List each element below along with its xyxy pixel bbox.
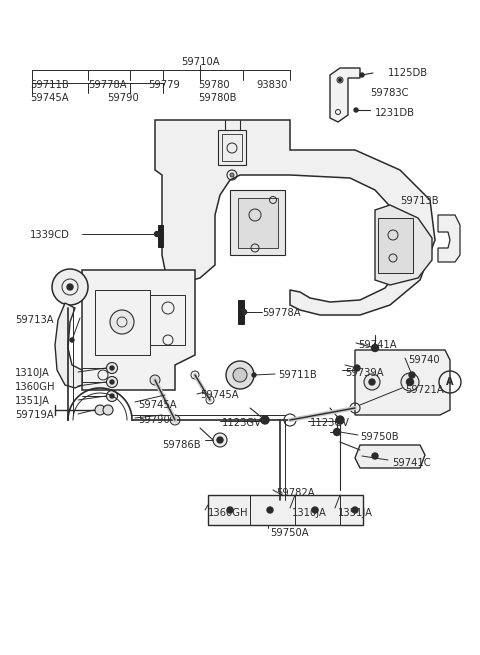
Bar — [230, 190, 285, 255]
Circle shape — [354, 365, 360, 371]
Polygon shape — [355, 445, 425, 468]
Circle shape — [354, 108, 358, 112]
Circle shape — [336, 416, 344, 424]
Circle shape — [241, 310, 247, 314]
Circle shape — [67, 284, 73, 290]
Text: 59745A: 59745A — [138, 400, 177, 410]
Text: 59711B: 59711B — [30, 80, 69, 90]
Circle shape — [110, 394, 114, 398]
Text: 59780B: 59780B — [198, 93, 237, 103]
Circle shape — [372, 345, 379, 352]
Circle shape — [103, 405, 113, 415]
Polygon shape — [438, 215, 460, 262]
Circle shape — [110, 380, 114, 384]
Text: 59711B: 59711B — [278, 370, 317, 380]
Circle shape — [352, 507, 358, 513]
Text: 59745A: 59745A — [200, 390, 239, 400]
Circle shape — [369, 379, 375, 385]
Text: 1339CD: 1339CD — [30, 230, 70, 240]
Circle shape — [110, 366, 114, 370]
Circle shape — [267, 507, 273, 513]
Text: 59740: 59740 — [408, 355, 440, 365]
Text: 59719A: 59719A — [15, 410, 54, 420]
Circle shape — [312, 507, 318, 513]
Circle shape — [107, 362, 118, 373]
Text: 59790: 59790 — [107, 93, 139, 103]
Text: 1360GH: 1360GH — [15, 382, 56, 392]
Polygon shape — [82, 270, 195, 390]
Polygon shape — [155, 120, 435, 315]
Bar — [378, 218, 413, 273]
Bar — [150, 295, 185, 345]
Text: 59778A: 59778A — [88, 80, 127, 90]
Circle shape — [95, 405, 105, 415]
Text: 59750A: 59750A — [270, 528, 309, 538]
Text: 59721A: 59721A — [405, 385, 444, 395]
Circle shape — [110, 310, 134, 334]
Text: 59786B: 59786B — [162, 440, 201, 450]
Text: 1351JA: 1351JA — [338, 508, 373, 518]
Circle shape — [213, 433, 227, 447]
Text: 59710A: 59710A — [180, 57, 219, 67]
Text: 1360GH: 1360GH — [208, 508, 249, 518]
Text: 59790: 59790 — [138, 415, 170, 425]
Polygon shape — [375, 205, 432, 285]
Text: 1310JA: 1310JA — [15, 368, 50, 378]
Circle shape — [150, 375, 160, 385]
Circle shape — [407, 379, 413, 386]
Text: 59713B: 59713B — [400, 196, 439, 206]
Text: 59783C: 59783C — [370, 88, 408, 98]
Text: 59750B: 59750B — [360, 432, 398, 442]
Text: 1351JA: 1351JA — [15, 396, 50, 406]
Text: 93830: 93830 — [256, 80, 288, 90]
Text: 59779: 59779 — [148, 80, 180, 90]
Circle shape — [334, 428, 340, 436]
Circle shape — [155, 231, 159, 236]
Bar — [218, 130, 246, 165]
Text: 1123GV: 1123GV — [222, 418, 262, 428]
Bar — [95, 290, 150, 355]
Circle shape — [226, 361, 254, 389]
Text: 1310JA: 1310JA — [292, 508, 327, 518]
Circle shape — [338, 79, 341, 81]
Text: 59741C: 59741C — [392, 458, 431, 468]
Circle shape — [170, 415, 180, 425]
Bar — [158, 225, 163, 247]
Circle shape — [230, 173, 234, 177]
Text: 1125DB: 1125DB — [388, 68, 428, 78]
Bar — [238, 300, 244, 324]
Circle shape — [409, 372, 415, 378]
Circle shape — [217, 437, 223, 443]
Circle shape — [252, 373, 256, 377]
Circle shape — [107, 377, 118, 388]
Text: 59739A: 59739A — [345, 368, 384, 378]
Text: 1231DB: 1231DB — [375, 108, 415, 118]
Circle shape — [372, 453, 378, 459]
Circle shape — [233, 368, 247, 382]
Text: 59778A: 59778A — [262, 308, 300, 318]
Text: 59782A: 59782A — [276, 488, 314, 498]
Text: 59745A: 59745A — [30, 93, 69, 103]
Circle shape — [70, 338, 74, 342]
Circle shape — [261, 416, 269, 424]
Polygon shape — [330, 68, 360, 122]
Polygon shape — [355, 350, 450, 415]
Circle shape — [107, 390, 118, 402]
Bar — [208, 495, 363, 525]
Text: 59713A: 59713A — [15, 315, 54, 325]
Circle shape — [401, 373, 419, 391]
Text: A: A — [446, 377, 454, 387]
Text: 1123GV: 1123GV — [310, 418, 350, 428]
Text: 59741A: 59741A — [358, 340, 396, 350]
Circle shape — [360, 73, 364, 77]
Circle shape — [52, 269, 88, 305]
Text: 59780: 59780 — [198, 80, 229, 90]
Bar — [222, 134, 242, 161]
Circle shape — [364, 374, 380, 390]
Polygon shape — [55, 303, 82, 388]
Circle shape — [227, 507, 233, 513]
Bar — [238, 198, 278, 248]
